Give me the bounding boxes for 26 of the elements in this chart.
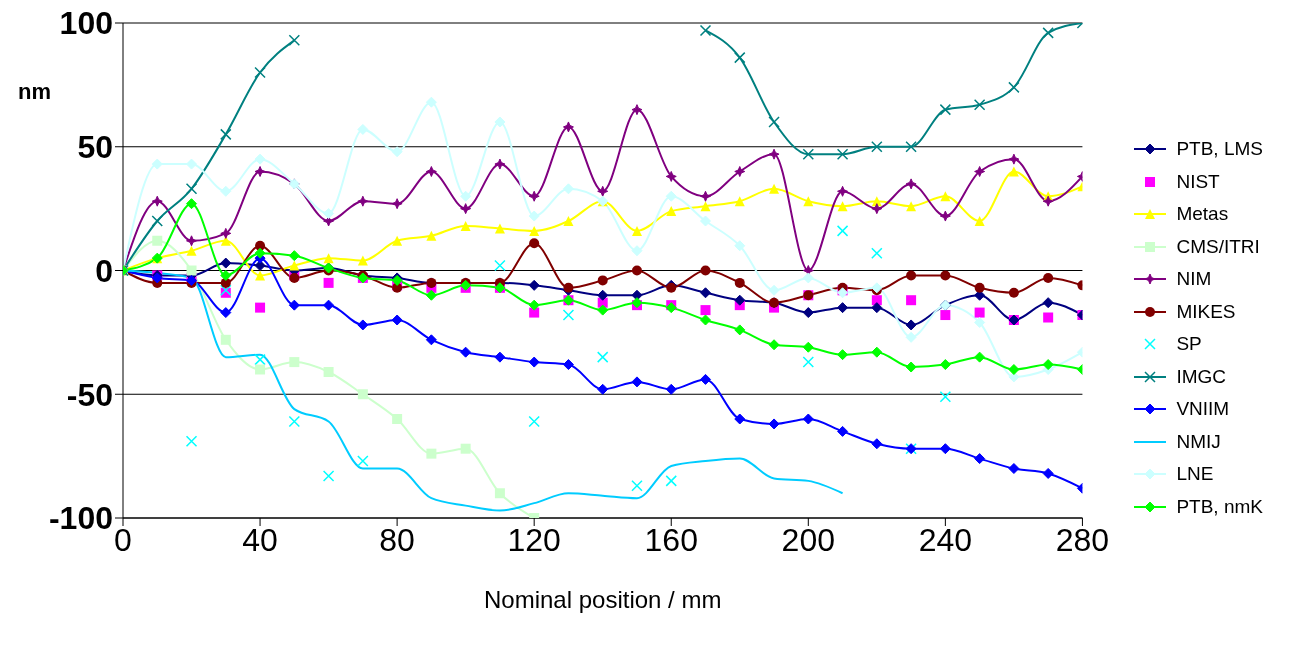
y-tick-label: -100	[48, 500, 113, 537]
x-tick-label: 240	[918, 521, 973, 558]
legend-label: VNIIM	[1176, 398, 1230, 421]
legend-label: NMIJ	[1176, 430, 1221, 453]
legend-label: NIM	[1176, 268, 1212, 291]
legend-label: MIKES	[1176, 300, 1236, 323]
x-tick-label: 40	[242, 521, 278, 558]
y-axis-title: nm	[18, 78, 51, 104]
legend-label: SP	[1176, 333, 1202, 356]
legend-label: LNE	[1176, 463, 1214, 486]
y-tick-label: 100	[59, 5, 113, 42]
x-tick-label: 160	[644, 521, 698, 558]
legend-label: Metas	[1176, 203, 1229, 226]
y-tick-label: 0	[95, 252, 113, 289]
x-axis-title: Nominal position / mm	[484, 586, 722, 613]
x-tick-label: 80	[379, 521, 415, 558]
x-tick-label: 120	[507, 521, 561, 558]
x-tick-label: 280	[1055, 521, 1110, 558]
legend-label: CMS/ITRI	[1176, 235, 1260, 258]
legend-label: PTB, LMS	[1176, 138, 1263, 161]
x-tick-label: 200	[781, 521, 835, 558]
y-tick-label: -50	[66, 376, 113, 413]
legend-label: IMGC	[1176, 365, 1227, 388]
legend-label: NIST	[1176, 170, 1220, 193]
legend-label: PTB, nmK	[1176, 495, 1263, 518]
y-tick-label: 50	[77, 129, 113, 166]
